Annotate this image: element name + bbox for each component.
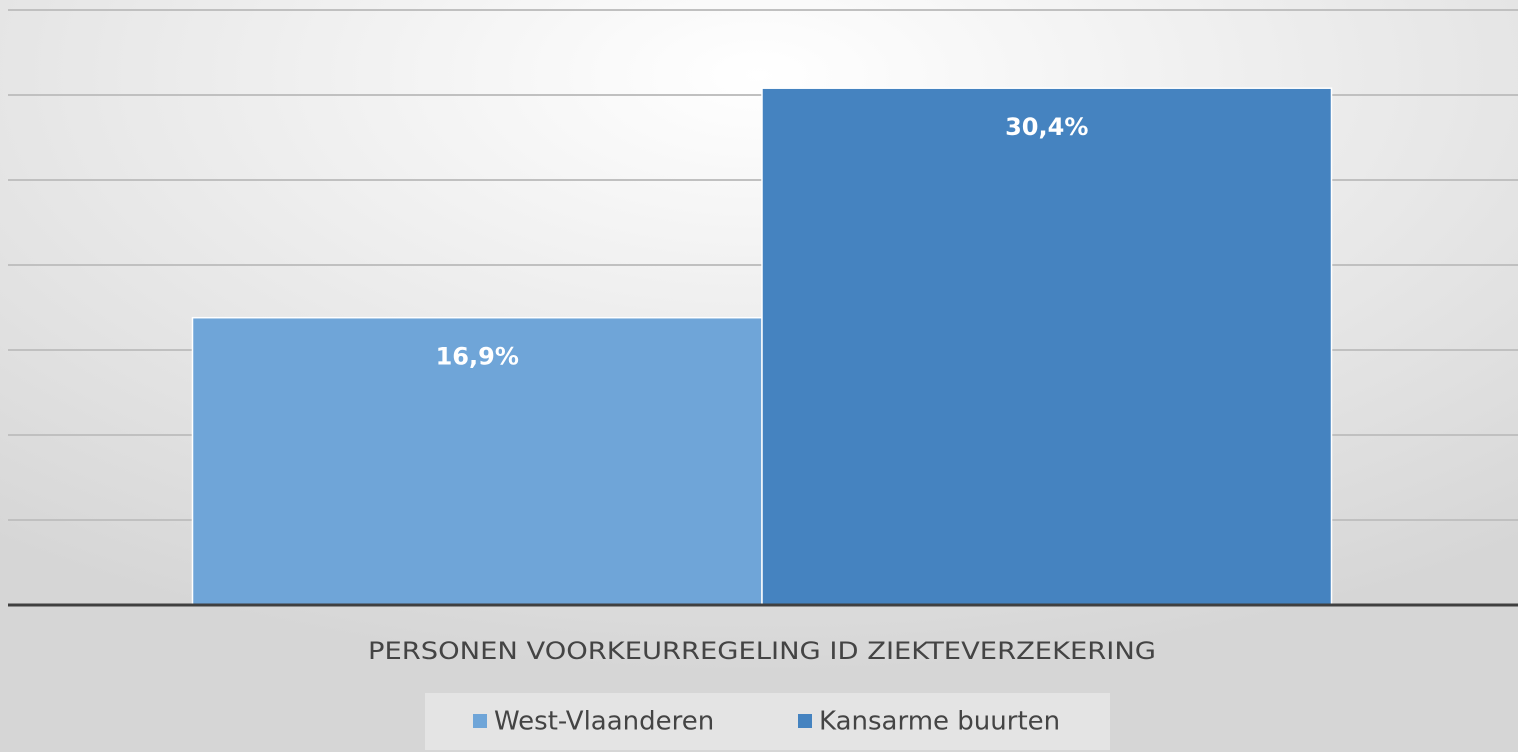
data-label: 16,9%	[436, 343, 519, 371]
data-label: 30,4%	[1005, 113, 1088, 141]
legend-swatch	[798, 714, 812, 728]
legend-swatch	[473, 714, 487, 728]
bar	[761, 87, 1333, 606]
legend-label: West-Vlaanderen	[494, 707, 714, 737]
legend-box	[425, 693, 1110, 750]
bar	[191, 316, 763, 606]
legend-label: Kansarme buurten	[819, 707, 1060, 737]
x-tick-label: PERSONEN VOORKEURREGELING ID ZIEKTEVERZE…	[368, 637, 1156, 665]
